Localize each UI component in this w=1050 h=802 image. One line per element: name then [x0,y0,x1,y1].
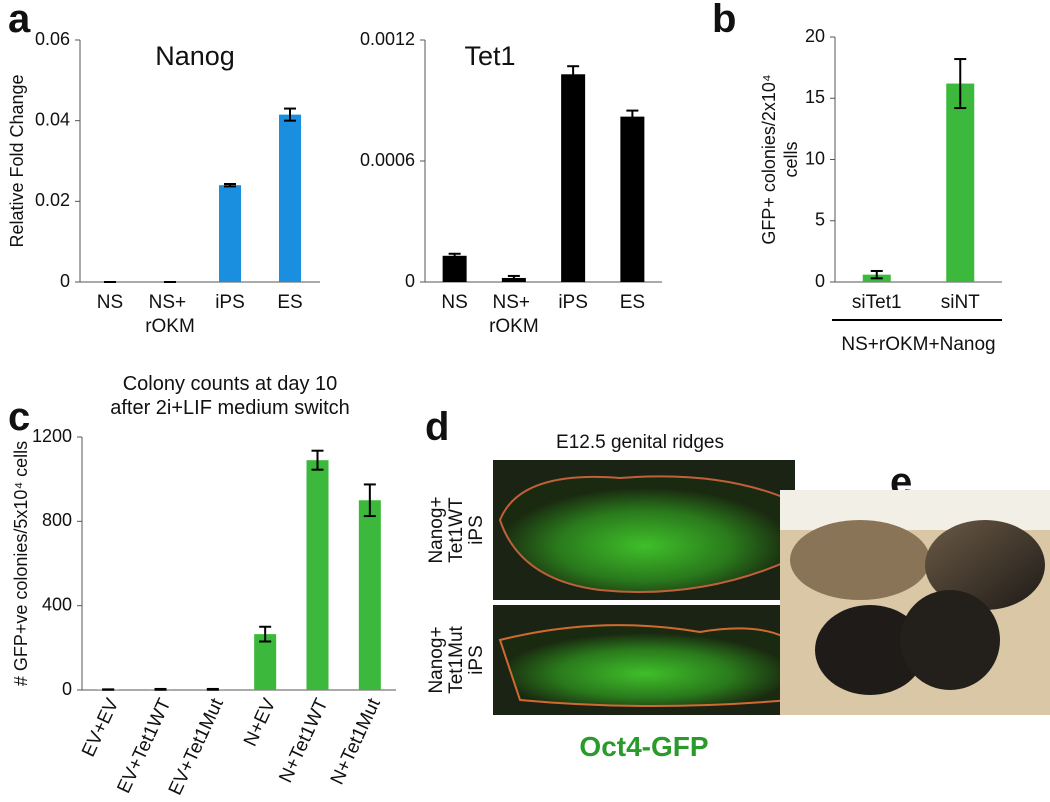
x-tick-label: NS [441,292,467,313]
error-bar [626,109,639,124]
panel-letter: b [712,0,736,41]
caption: Oct4-GFP [579,731,708,762]
y-tick-label: 1200 [32,426,72,446]
x-tick-label: siTet1 [852,292,902,313]
y-axis-label: Relative Fold Change [7,74,27,247]
x-tick-label: ES [277,292,302,313]
chart-title: after 2i+LIF medium switch [110,397,350,419]
bar [306,460,329,690]
y-tick-label: 0 [62,679,72,699]
bar [219,185,241,282]
error-bar [954,58,967,110]
y-tick-label: 0 [60,271,70,291]
x-tick-label: N+Tet1Mut [327,695,385,788]
y-axis-label: GFP+ colonies/2x10⁴ [759,74,779,244]
row-label: iPS [466,515,487,545]
panel-letter: d [425,405,449,449]
row-label: Tet1WT [446,497,467,563]
y-tick-label: 0 [405,271,415,291]
error-bar [311,449,324,471]
error-bar [259,625,272,643]
panel-letter: c [8,395,30,439]
y-tick-label: 0 [815,271,825,291]
x-tick-label: N+EV [240,695,280,750]
error-bar [284,107,296,122]
y-tick-label: 15 [805,87,825,107]
bar [620,116,645,282]
row-label: Tet1Mut [446,625,467,693]
x-tick-label: NS+ rOKM [145,292,195,337]
y-tick-label: 0.0012 [360,29,415,49]
panel-letter: a [8,0,31,41]
row-label: Nanog+ [426,626,447,693]
chart-title: Tet1 [464,41,515,71]
y-tick-label: 0.02 [35,190,70,210]
error-bar [507,274,520,281]
x-tick-label: NS [97,292,123,313]
bar [358,500,381,690]
row-label: iPS [466,645,487,675]
error-bar [154,687,167,691]
y-axis-label: cells [781,141,801,177]
bar [254,634,277,690]
x-tick-label: siNT [941,292,980,313]
error-bar [567,65,580,84]
y-tick-label: 0.06 [35,29,70,49]
error-bar [870,269,883,280]
chart-title: Colony counts at day 10 [123,373,338,395]
bar [442,255,467,282]
embryo-image [493,460,795,715]
bar [946,83,975,282]
y-tick-label: 0.0006 [360,150,415,170]
bar [561,74,586,283]
error-bar [224,182,236,188]
x-tick-label: EV+Tet1Mut [165,695,228,799]
chart-title: Nanog [155,41,235,71]
x-tick-label: N+Tet1WT [275,695,332,786]
error-bar [206,687,219,691]
y-axis-label: # GFP+ve colonies/5x10⁴ cells [11,441,31,686]
y-tick-label: 20 [805,26,825,46]
x-tick-label: EV+EV [78,695,123,760]
mouse-photo [780,490,1050,715]
y-tick-label: 800 [42,510,72,530]
y-tick-label: 10 [805,148,825,168]
x-tick-label: iPS [215,292,245,313]
y-tick-label: 5 [815,210,825,230]
bar [279,114,301,282]
error-bar [363,483,376,518]
x-tick-label: iPS [558,292,588,313]
row-label: Nanog+ [426,496,447,563]
x-tick-label: EV+Tet1WT [113,695,175,797]
group-label: NS+rOKM+Nanog [841,334,995,355]
panel-title: E12.5 genital ridges [556,432,724,453]
x-tick-label: ES [620,292,645,313]
error-bar [448,252,461,259]
y-tick-label: 400 [42,594,72,614]
y-tick-label: 0.04 [35,109,70,129]
x-tick-label: NS+ rOKM [489,292,539,337]
